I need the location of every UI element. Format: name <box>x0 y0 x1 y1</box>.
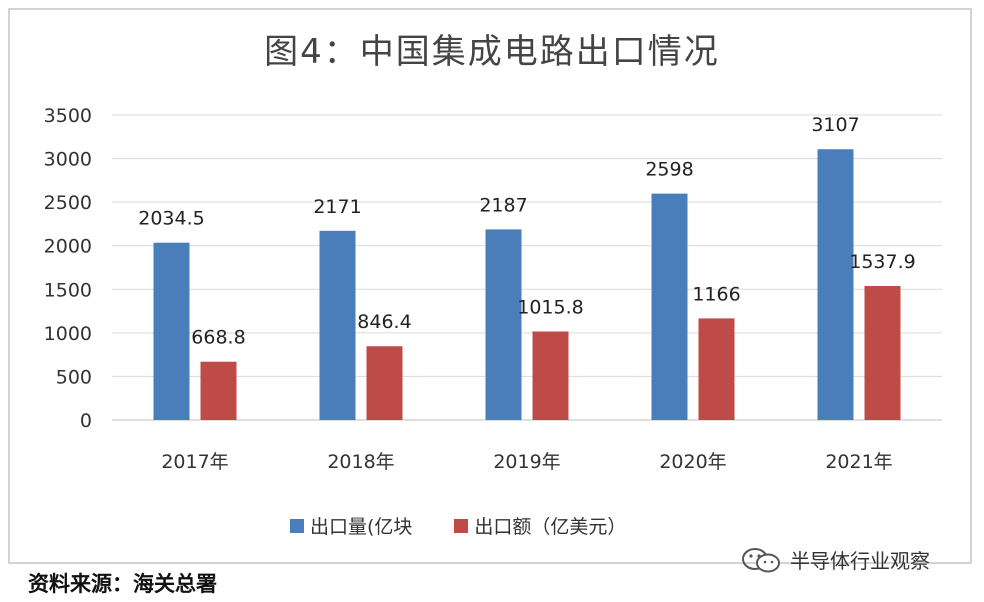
data-label: 2187 <box>479 194 527 216</box>
bar <box>651 193 688 420</box>
x-tick-label: 2018年 <box>327 451 394 473</box>
bar <box>817 149 854 421</box>
legend-swatch-value <box>454 518 469 533</box>
wechat-icon <box>742 547 780 572</box>
bar <box>200 361 237 420</box>
y-tick-label: 1000 <box>44 323 92 345</box>
legend: 出口量(亿块 出口额（亿美元） <box>290 512 626 539</box>
data-label: 668.8 <box>191 327 245 349</box>
legend-swatch-volume <box>290 518 304 533</box>
legend-item-value: 出口额（亿美元） <box>454 512 626 539</box>
watermark-text: 半导体行业观察 <box>790 549 930 573</box>
data-label: 3107 <box>811 114 859 136</box>
bar <box>532 331 569 420</box>
data-label: 2034.5 <box>138 208 204 230</box>
bar <box>366 346 403 420</box>
bar <box>698 318 735 420</box>
legend-item-volume: 出口量(亿块 <box>290 512 412 539</box>
legend-label-volume: 出口量(亿块 <box>310 516 413 538</box>
x-tick-label: 2021年 <box>825 451 892 473</box>
x-tick-label: 2017年 <box>161 451 228 473</box>
legend-label-value: 出口额（亿美元） <box>474 516 627 538</box>
data-label: 1537.9 <box>849 251 915 273</box>
data-label: 1015.8 <box>517 296 583 318</box>
chart-title: 图4：中国集成电路出口情况 <box>264 32 720 72</box>
y-tick-label: 3500 <box>44 105 92 127</box>
y-tick-label: 3000 <box>44 149 92 171</box>
bar <box>153 242 190 420</box>
data-label: 1166 <box>692 283 740 305</box>
source-note: 资料来源：海关总署 <box>28 572 217 596</box>
y-tick-label: 500 <box>56 366 92 388</box>
bar <box>319 230 356 420</box>
data-label: 846.4 <box>357 311 411 333</box>
data-label: 2598 <box>645 159 693 181</box>
data-label: 2171 <box>313 196 361 218</box>
watermark: 半导体行业观察 <box>740 545 930 574</box>
bar <box>485 229 522 420</box>
y-tick-label: 1500 <box>44 279 92 301</box>
y-tick-label: 0 <box>80 410 92 432</box>
x-tick-label: 2020年 <box>659 451 726 473</box>
bar <box>864 285 901 420</box>
y-tick-label: 2000 <box>44 236 92 258</box>
x-tick-label: 2019年 <box>493 451 560 473</box>
y-tick-label: 2500 <box>44 192 92 214</box>
